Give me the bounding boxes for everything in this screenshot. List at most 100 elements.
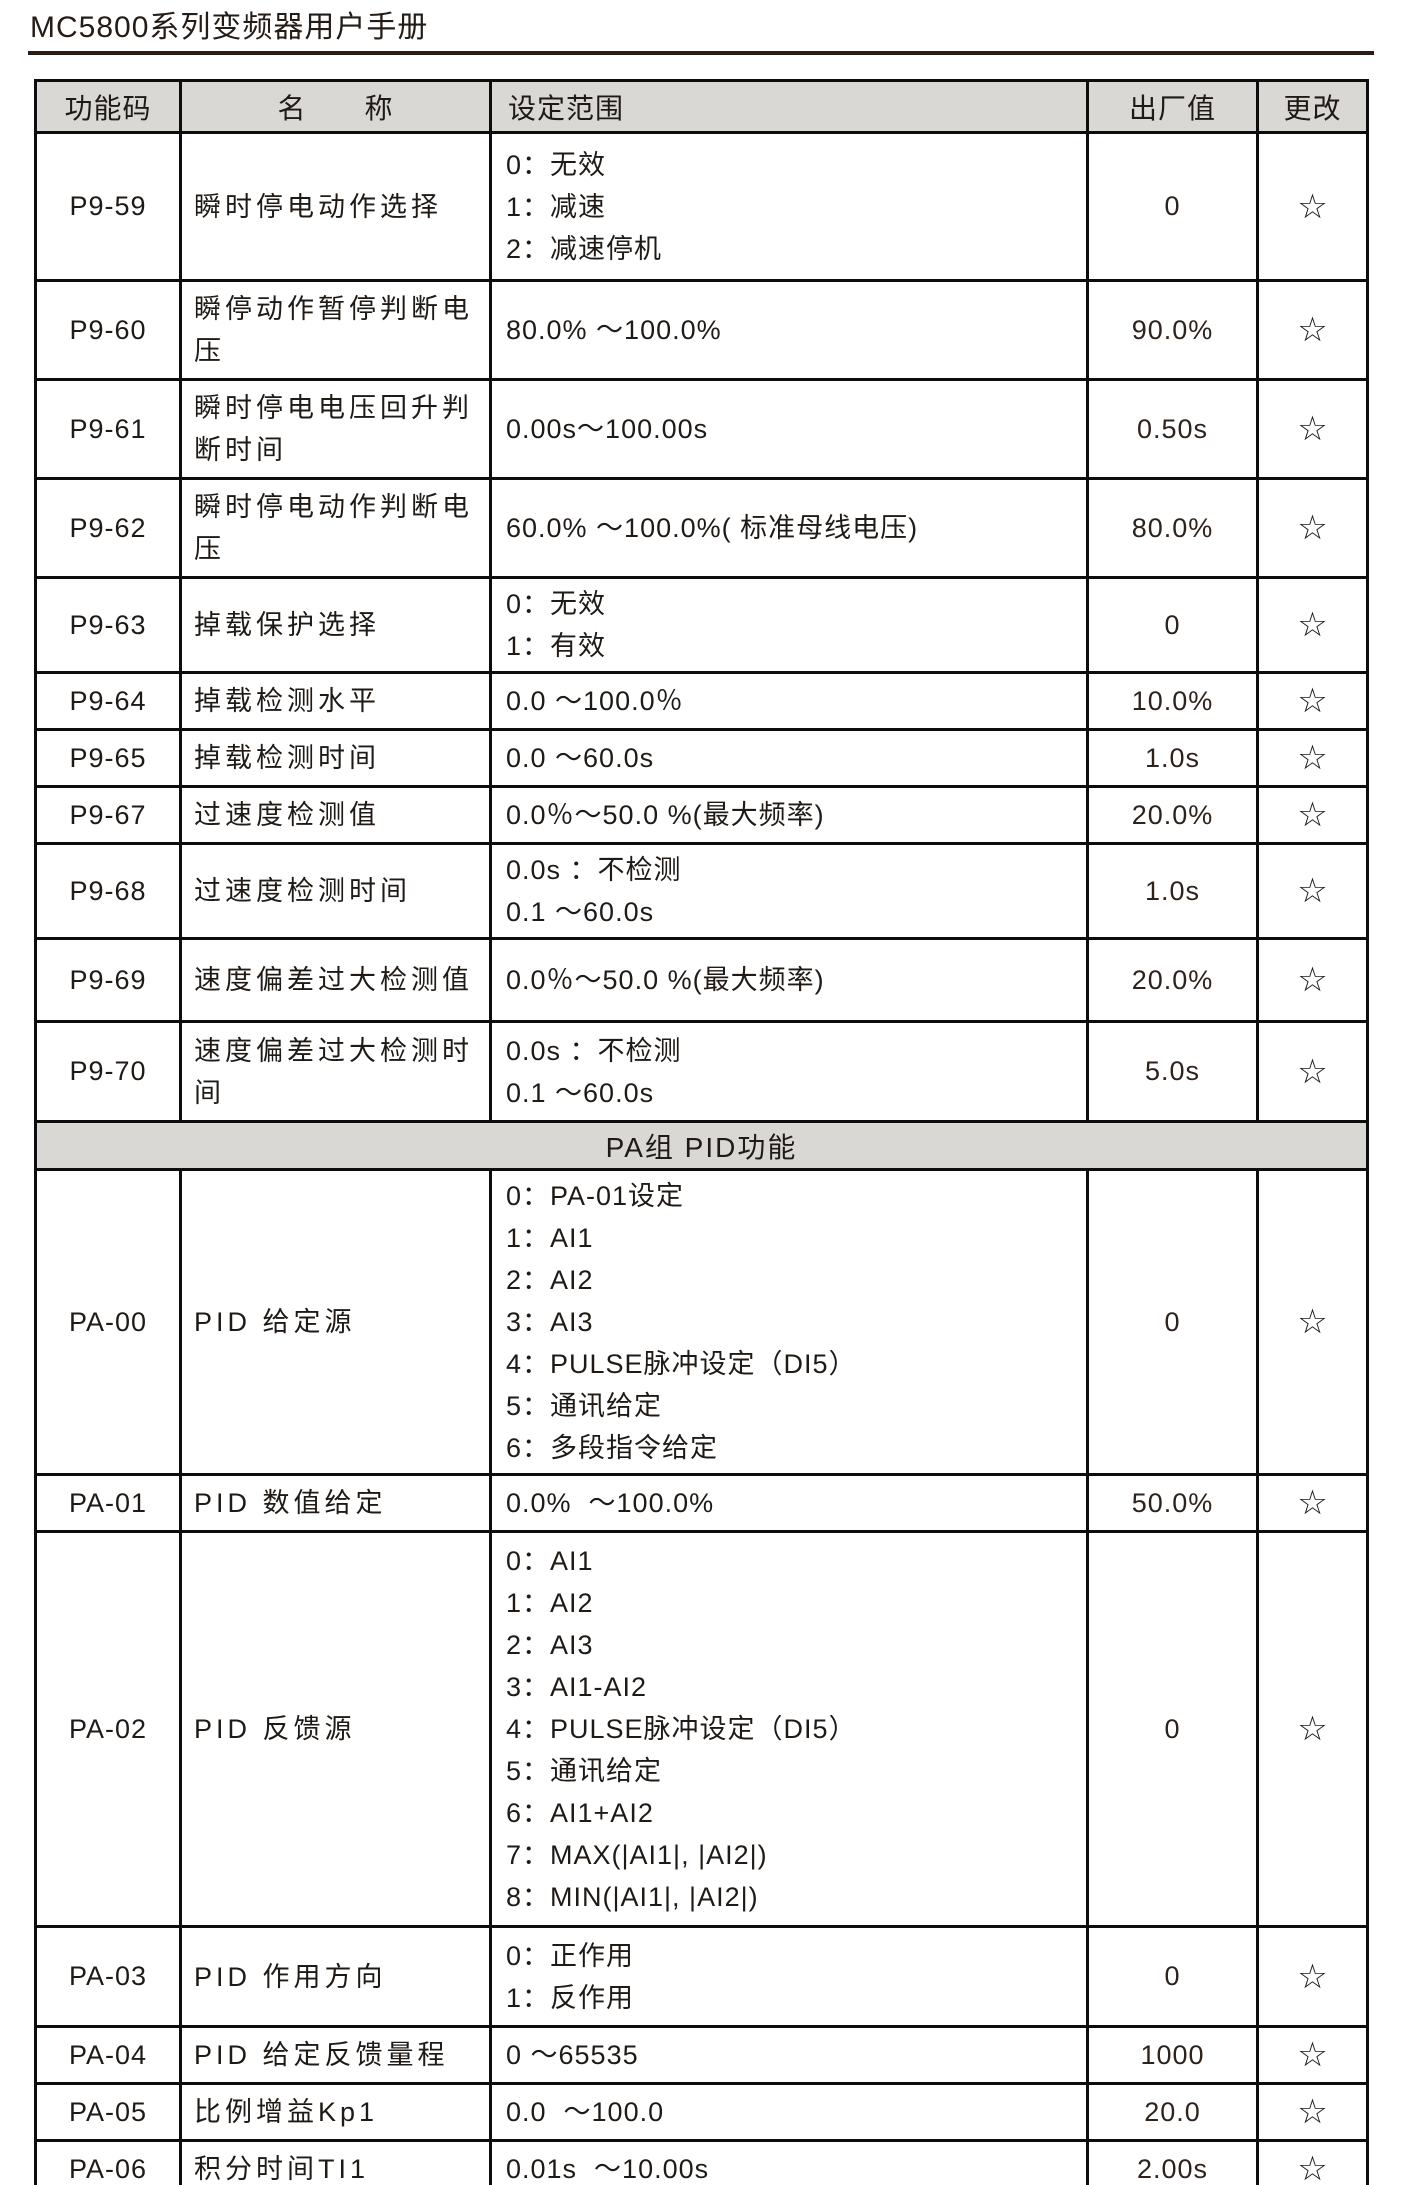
param-change-cell: ☆ — [1256, 279, 1369, 381]
param-name-cell: 过速度检测时间 — [179, 842, 492, 940]
param-range-cell: 0.0% ～100.0% — [489, 1473, 1089, 1533]
param-change-cell: ☆ — [1256, 576, 1369, 674]
param-change-cell: ☆ — [1256, 2139, 1369, 2185]
param-name-cell: 积分时间TI1 — [179, 2139, 492, 2185]
section-banner-row: PA组 PID功能 — [34, 1120, 1369, 1171]
table-row: PA-05 比例增益Kp1 0.0 ～100.0 20.0 ☆ — [34, 2082, 1369, 2142]
param-change-cell: ☆ — [1256, 728, 1369, 788]
param-name-cell: 掉载保护选择 — [179, 576, 492, 674]
param-code-cell: P9-59 — [34, 131, 182, 282]
param-name-cell: 比例增益Kp1 — [179, 2082, 492, 2142]
param-default-cell: 0 — [1086, 131, 1259, 282]
param-code-cell: P9-68 — [34, 842, 182, 940]
col-header-function-code: 功能码 — [34, 79, 182, 134]
param-code-cell: PA-04 — [34, 2025, 182, 2085]
param-code-cell: PA-05 — [34, 2082, 182, 2142]
param-range-cell: 0.0s ：不检测 0.1 ～60.0s — [489, 1020, 1089, 1123]
star-icon: ☆ — [1297, 606, 1328, 644]
table-row: P9-62 瞬时停电动作判断电压 60.0% ～100.0%( 标准母线电压) … — [34, 477, 1369, 579]
param-change-cell: ☆ — [1256, 785, 1369, 845]
star-icon: ☆ — [1297, 961, 1328, 999]
star-icon: ☆ — [1297, 187, 1328, 226]
table-row: PA-03 PID 作用方向 0：正作用 1：反作用 0 ☆ — [34, 1925, 1369, 2028]
param-code-cell: PA-00 — [34, 1168, 182, 1476]
param-range-cell: 0.00s～100.00s — [489, 378, 1089, 480]
param-range-cell: 0.0％～50.0 %(最大频率) — [489, 937, 1089, 1023]
param-default-cell: 0 — [1086, 1925, 1259, 2028]
param-change-cell: ☆ — [1256, 1020, 1369, 1123]
param-name-cell: PID 数值给定 — [179, 1473, 492, 1533]
param-default-cell: 1000 — [1086, 2025, 1259, 2085]
param-code-cell: P9-65 — [34, 728, 182, 788]
param-name-cell: 瞬时停电动作选择 — [179, 131, 492, 282]
table-header-row: 功能码 名 称 设定范围 出厂值 更改 — [34, 79, 1369, 134]
param-name-cell: 过速度检测值 — [179, 785, 492, 845]
table-row: PA-01 PID 数值给定 0.0% ～100.0% 50.0% ☆ — [34, 1473, 1369, 1533]
doc-title: MC5800系列变频器用户手册 — [30, 11, 429, 44]
star-icon: ☆ — [1297, 682, 1328, 720]
star-icon: ☆ — [1297, 1052, 1328, 1091]
param-default-cell: 1.0s — [1086, 728, 1259, 788]
table-row: PA-02 PID 反馈源 0：AI1 1：AI2 2：AI3 3：AI1-AI… — [34, 1530, 1369, 1928]
param-range-cell: 0：无效 1：有效 — [489, 576, 1089, 674]
table-row: P9-69 速度偏差过大检测值 0.0％～50.0 %(最大频率) 20.0% … — [34, 937, 1369, 1023]
param-name-cell: PID 反馈源 — [179, 1530, 492, 1928]
table-row: PA-06 积分时间TI1 0.01s ～10.00s 2.00s ☆ — [34, 2139, 1369, 2185]
param-change-cell: ☆ — [1256, 2025, 1369, 2085]
star-icon: ☆ — [1297, 1484, 1328, 1522]
col-header-name: 名 称 — [179, 79, 492, 134]
param-range-cell: 0.0 ～60.0s — [489, 728, 1089, 788]
parameter-table: 功能码 名 称 设定范围 出厂值 更改 P9-59 瞬时停电动作选择 0：无效 … — [34, 79, 1369, 2185]
param-range-cell: 60.0% ～100.0%( 标准母线电压) — [489, 477, 1089, 579]
param-name-cell: PID 给定源 — [179, 1168, 492, 1476]
col-header-change: 更改 — [1256, 79, 1369, 134]
param-name-cell: PID 作用方向 — [179, 1925, 492, 2028]
param-range-cell: 0：PA-01设定 1：AI1 2：AI2 3：AI3 4：PULSE脉冲设定（… — [489, 1168, 1089, 1476]
param-name-cell: 瞬时停电动作判断电压 — [179, 477, 492, 579]
param-code-cell: P9-62 — [34, 477, 182, 579]
param-name-cell: PID 给定反馈量程 — [179, 2025, 492, 2085]
param-name-cell: 瞬停动作暂停判断电压 — [179, 279, 492, 381]
param-change-cell: ☆ — [1256, 937, 1369, 1023]
param-name-cell: 速度偏差过大检测值 — [179, 937, 492, 1023]
star-icon: ☆ — [1297, 872, 1328, 910]
param-default-cell: 50.0% — [1086, 1473, 1259, 1533]
star-icon: ☆ — [1297, 1303, 1328, 1341]
param-name-cell: 掉载检测时间 — [179, 728, 492, 788]
param-change-cell: ☆ — [1256, 2082, 1369, 2142]
section-banner: PA组 PID功能 — [34, 1120, 1369, 1171]
star-icon: ☆ — [1297, 311, 1328, 349]
param-range-cell: 0：正作用 1：反作用 — [489, 1925, 1089, 2028]
param-default-cell: 10.0% — [1086, 671, 1259, 731]
param-code-cell: PA-06 — [34, 2139, 182, 2185]
star-icon: ☆ — [1297, 410, 1328, 448]
table-row: PA-00 PID 给定源 0：PA-01设定 1：AI1 2：AI2 3：AI… — [34, 1168, 1369, 1476]
col-header-range: 设定范围 — [489, 79, 1089, 134]
star-icon: ☆ — [1297, 509, 1328, 547]
param-range-cell: 0.0％～50.0 %(最大频率) — [489, 785, 1089, 845]
param-range-cell: 0.0 ～100.0％ — [489, 671, 1089, 731]
param-range-cell: 0.0s ：不检测 0.1 ～60.0s — [489, 842, 1089, 940]
param-code-cell: PA-01 — [34, 1473, 182, 1533]
param-change-cell: ☆ — [1256, 671, 1369, 731]
table-row: P9-67 过速度检测值 0.0％～50.0 %(最大频率) 20.0% ☆ — [34, 785, 1369, 845]
param-default-cell: 20.0% — [1086, 937, 1259, 1023]
param-code-cell: P9-69 — [34, 937, 182, 1023]
table-row: P9-59 瞬时停电动作选择 0：无效 1：减速 2：减速停机 0 ☆ — [34, 131, 1369, 282]
col-header-default: 出厂值 — [1086, 79, 1259, 134]
table-row: P9-63 掉载保护选择 0：无效 1：有效 0 ☆ — [34, 576, 1369, 674]
table-row: PA-04 PID 给定反馈量程 0 ～65535 1000 ☆ — [34, 2025, 1369, 2085]
table-row: P9-60 瞬停动作暂停判断电压 80.0% ～100.0% 90.0% ☆ — [34, 279, 1369, 381]
param-code-cell: P9-61 — [34, 378, 182, 480]
param-change-cell: ☆ — [1256, 378, 1369, 480]
table-row: P9-64 掉载检测水平 0.0 ～100.0％ 10.0% ☆ — [34, 671, 1369, 731]
star-icon: ☆ — [1297, 2036, 1328, 2074]
param-default-cell: 20.0% — [1086, 785, 1259, 845]
param-change-cell: ☆ — [1256, 1925, 1369, 2028]
star-icon: ☆ — [1297, 796, 1328, 834]
param-default-cell: 80.0% — [1086, 477, 1259, 579]
param-default-cell: 0 — [1086, 1530, 1259, 1928]
param-change-cell: ☆ — [1256, 1530, 1369, 1928]
param-range-cell: 0.01s ～10.00s — [489, 2139, 1089, 2185]
